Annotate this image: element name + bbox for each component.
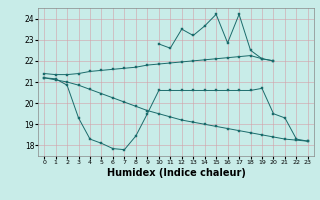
X-axis label: Humidex (Indice chaleur): Humidex (Indice chaleur) [107, 168, 245, 178]
